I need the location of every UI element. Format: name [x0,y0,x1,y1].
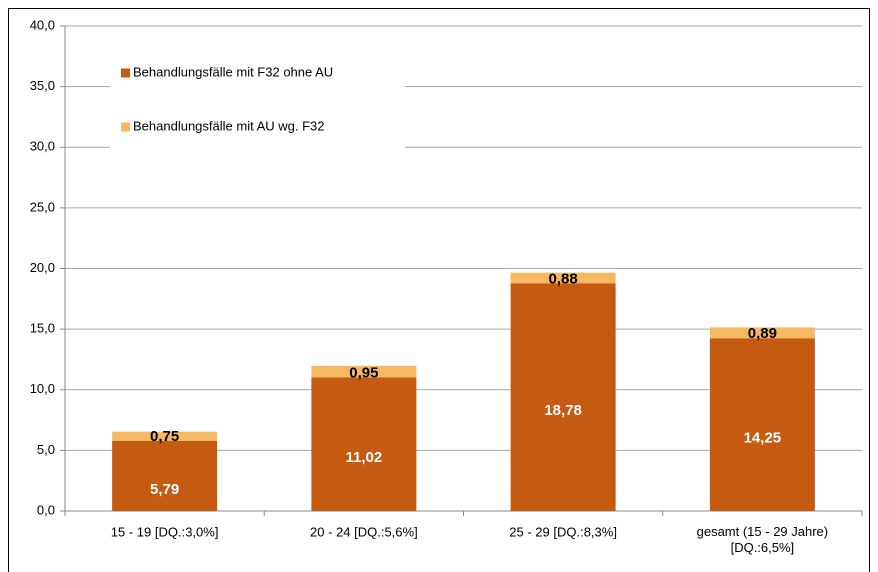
value-label: 14,25 [744,430,782,447]
y-tick-label: 20,0 [30,260,55,275]
bar-segment [311,365,417,378]
legend-swatch [121,122,130,132]
bar-segment [709,338,815,511]
y-tick-label: 5,0 [37,442,55,457]
value-label: 11,02 [346,449,383,466]
x-tick-label: 20 - 24 [DQ.:5,6%] [310,524,418,539]
value-label: 0,89 [748,325,777,342]
x-tick-label: 15 - 19 [DQ.:3,0%] [111,524,219,539]
value-label: 0,95 [349,364,378,381]
legend-label: Behandlungsfälle mit F32 ohne AU [133,64,333,79]
bar-segment [709,327,815,339]
bar-segment [510,272,616,284]
y-tick-label: 40,0 [30,17,55,32]
y-tick-label: 25,0 [30,199,55,214]
y-tick-label: 0,0 [37,502,55,517]
bar-segment [112,440,218,511]
bar-segment [510,283,616,511]
bar-segment [311,377,417,511]
value-label: 0,88 [549,270,578,287]
y-tick-label: 15,0 [30,321,55,336]
x-tick-label: gesamt (15 - 29 Jahre) [DQ.:6,5%] [697,524,829,555]
value-label: 0,75 [150,428,179,445]
legend-label: Behandlungsfälle mit AU wg. F32 [133,118,325,133]
legend-swatch [121,68,130,78]
bar-segment [112,431,218,441]
frame [8,8,870,572]
x-tick-label: 25 - 29 [DQ.:8,3%] [509,524,617,539]
legend-box [110,52,405,148]
value-label: 18,78 [544,402,582,419]
value-label: 5,79 [150,481,179,498]
y-tick-label: 35,0 [30,78,55,93]
y-tick-label: 30,0 [30,139,55,154]
y-tick-label: 10,0 [30,381,55,396]
